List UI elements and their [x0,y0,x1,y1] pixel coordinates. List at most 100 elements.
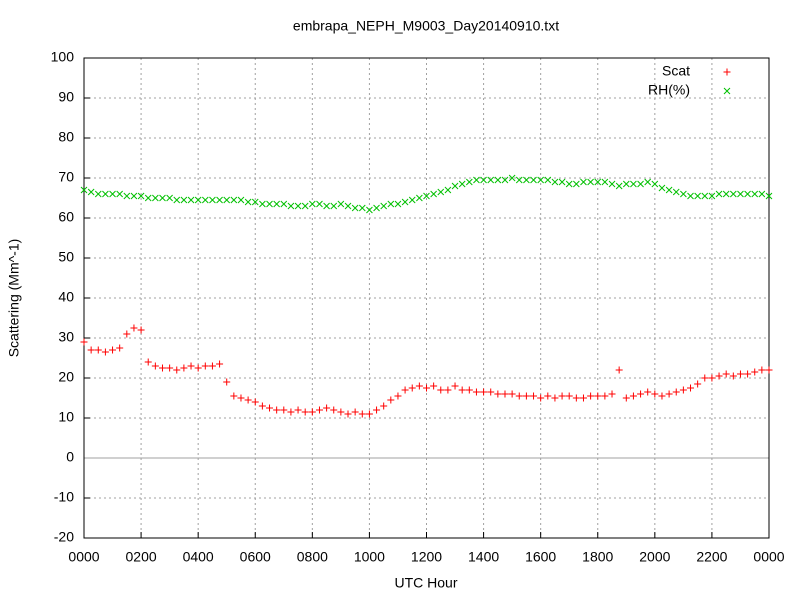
y-tick-label: 30 [58,329,74,345]
legend-label: RH(%) [648,82,690,98]
point [437,188,445,196]
point [209,196,216,204]
point [294,406,302,414]
point [558,392,566,400]
y-tick-label: 100 [51,49,75,65]
point [109,190,116,198]
point [679,386,687,394]
point [744,190,751,198]
point [258,402,266,410]
point [480,388,488,396]
point [630,180,637,188]
x-tick-label: 0400 [183,549,214,565]
y-tick-label: 20 [58,369,74,385]
point [551,178,559,186]
x-tick-label: 1200 [411,549,442,565]
point [515,176,523,184]
chart-title: embrapa_NEPH_M9003_Day20140910.txt [293,18,559,34]
point [458,386,466,394]
point [344,202,352,210]
point [180,196,188,204]
point [430,382,438,390]
point [430,190,437,198]
point [680,190,687,198]
point [408,196,416,204]
point [244,396,252,404]
point [301,408,309,416]
point [130,192,138,200]
point [80,186,88,194]
point [722,190,730,198]
point [408,384,416,392]
point [144,358,152,366]
x-tick-label: 0600 [240,549,271,565]
point [358,204,366,212]
point [358,410,366,418]
point [87,346,95,354]
point [301,202,309,210]
point [294,202,302,210]
point [216,360,224,368]
point [387,200,395,208]
point [308,408,316,416]
x-tick-label: 1000 [354,549,385,565]
point [565,180,573,188]
y-tick-label: -20 [54,529,74,545]
point [651,390,659,398]
point [208,362,216,370]
point [522,392,530,400]
point [187,362,195,370]
y-tick-label: 90 [58,89,74,105]
point [494,390,502,398]
point [94,346,102,354]
point [216,196,223,204]
point [473,176,480,184]
point [672,388,680,396]
point [580,178,587,186]
point [144,194,152,202]
point [530,176,537,184]
point [315,406,323,414]
point [201,362,209,370]
point [701,192,709,200]
point [273,200,281,208]
point [594,392,602,400]
point [501,390,509,398]
point [330,202,338,210]
point [101,348,109,356]
point [508,174,516,182]
x-tick-label: 0000 [68,549,99,565]
y-tick-label: 70 [58,169,74,185]
point [251,398,259,406]
point [401,386,409,394]
point [622,394,630,402]
point [344,410,352,418]
point [687,384,695,392]
point [629,392,637,400]
point [487,388,495,396]
point [109,346,117,354]
point [87,188,95,196]
point [572,180,580,188]
point [237,196,245,204]
x-tick-label: 2200 [696,549,727,565]
point [544,176,552,184]
point [551,394,559,402]
point [615,366,623,374]
point [615,182,623,190]
point [658,392,666,400]
point [715,372,723,380]
point [501,176,509,184]
point [587,178,594,186]
point [287,202,295,210]
point [401,198,409,206]
x-tick-label: 1600 [525,549,556,565]
point [515,392,523,400]
point [323,202,330,210]
point [415,382,423,390]
point [308,200,316,208]
point [758,190,766,198]
point [579,394,587,402]
point [351,204,359,212]
